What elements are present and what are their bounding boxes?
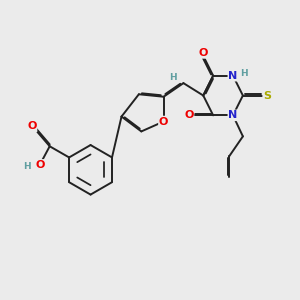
Text: H: H [24, 162, 31, 171]
Text: O: O [199, 48, 208, 58]
Text: N: N [228, 71, 238, 81]
Text: H: H [240, 69, 248, 78]
Text: H: H [169, 73, 177, 82]
Text: N: N [228, 110, 238, 120]
Text: O: O [35, 160, 44, 170]
Text: O: O [184, 110, 194, 120]
Text: S: S [263, 91, 271, 100]
Text: O: O [27, 122, 37, 131]
Text: O: O [159, 116, 168, 127]
